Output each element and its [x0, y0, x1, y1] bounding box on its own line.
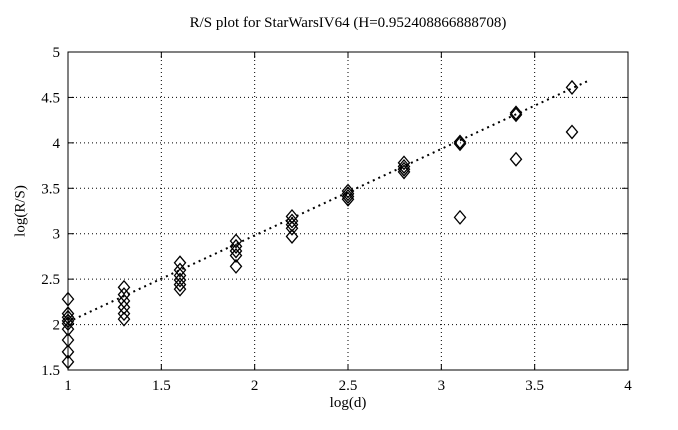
data-point-diamond — [285, 213, 299, 229]
data-point-diamond — [173, 262, 187, 278]
x-tick-label: 2.5 — [339, 378, 358, 394]
data-point-diamond — [341, 186, 355, 202]
data-point-diamond — [117, 306, 131, 322]
data-point-diamond — [229, 248, 243, 264]
data-point-diamond — [173, 255, 187, 271]
x-tick-label: 3.5 — [525, 378, 544, 394]
data-point-diamond — [509, 107, 523, 123]
data-point-diamond — [61, 316, 75, 332]
data-point-diamond — [509, 151, 523, 167]
fit-line — [67, 80, 588, 323]
data-point-diamond — [397, 164, 411, 180]
data-point-diamond — [117, 311, 131, 327]
data-point-diamond — [61, 309, 75, 325]
data-point-diamond — [453, 134, 467, 150]
y-tick-label: 4 — [53, 136, 61, 152]
y-tick-label: 1.5 — [41, 363, 60, 379]
data-point-diamond — [117, 279, 131, 295]
data-point-diamond — [173, 277, 187, 293]
data-point-diamond — [285, 228, 299, 244]
data-point-diamond — [61, 291, 75, 307]
data-point-diamond — [341, 191, 355, 207]
data-point-diamond — [341, 188, 355, 204]
x-axis-label: log(d) — [329, 395, 367, 411]
data-point-diamond — [397, 161, 411, 177]
data-point-diamond — [61, 354, 75, 370]
data-point-diamond — [229, 258, 243, 274]
data-point-diamond — [61, 321, 75, 337]
y-tick-label: 3 — [53, 227, 61, 243]
data-point-diamond — [397, 158, 411, 174]
data-point-diamond — [453, 136, 467, 152]
chart-title: R/S plot for StarWarsIV64 (H=0.952408866… — [189, 15, 507, 31]
x-tick-label: 1.5 — [152, 378, 171, 394]
y-tick-label: 5 — [53, 45, 61, 61]
data-point-diamond — [61, 306, 75, 322]
data-point-diamond — [117, 293, 131, 309]
data-point-diamond — [285, 217, 299, 233]
x-tick-label: 2 — [251, 378, 259, 394]
data-point-diamond — [173, 268, 187, 284]
y-tick-label: 4.5 — [41, 90, 60, 106]
data-point-diamond — [117, 299, 131, 315]
y-tick-label: 3.5 — [41, 181, 60, 197]
x-tick-label: 4 — [624, 378, 632, 394]
x-tick-label: 3 — [438, 378, 446, 394]
plot-border — [67, 51, 629, 371]
y-tick-label: 2.5 — [41, 272, 60, 288]
data-point-diamond — [61, 332, 75, 348]
data-point-diamond — [509, 105, 523, 121]
data-point-diamond — [61, 344, 75, 360]
data-point-diamond — [229, 243, 243, 259]
data-point-diamond — [565, 79, 579, 95]
x-tick-label: 1 — [64, 378, 72, 394]
data-point-diamond — [173, 272, 187, 288]
data-point-diamond — [117, 287, 131, 303]
data-point-diamond — [565, 124, 579, 140]
data-point-diamond — [453, 209, 467, 225]
data-point-diamond — [229, 233, 243, 249]
y-tick-label: 2 — [53, 318, 61, 334]
data-point-diamond — [173, 281, 187, 297]
